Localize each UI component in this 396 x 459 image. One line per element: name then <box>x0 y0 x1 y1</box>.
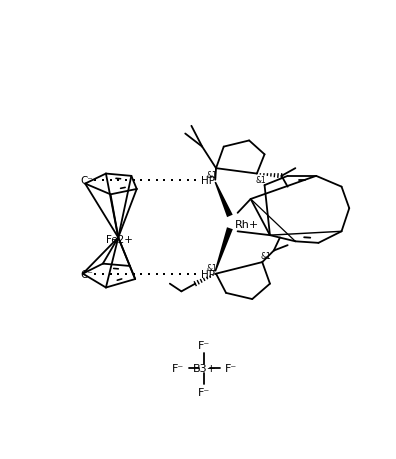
Text: B3+: B3+ <box>192 364 217 374</box>
Text: HP: HP <box>202 269 215 279</box>
Text: &1: &1 <box>255 176 266 185</box>
Text: &1: &1 <box>261 252 272 261</box>
Polygon shape <box>215 182 233 218</box>
Text: C⁻: C⁻ <box>80 269 93 279</box>
Text: &1: &1 <box>207 263 217 272</box>
Text: Rh+: Rh+ <box>235 219 259 229</box>
Text: C⁻: C⁻ <box>80 175 93 185</box>
Text: HP: HP <box>202 175 215 185</box>
Text: &1: &1 <box>207 170 217 179</box>
Polygon shape <box>215 228 233 272</box>
Text: F⁻: F⁻ <box>172 364 185 374</box>
Text: F⁻: F⁻ <box>225 364 237 374</box>
Text: Fe2+: Fe2+ <box>107 235 133 245</box>
Text: F⁻: F⁻ <box>198 340 211 350</box>
Text: F⁻: F⁻ <box>198 387 211 397</box>
